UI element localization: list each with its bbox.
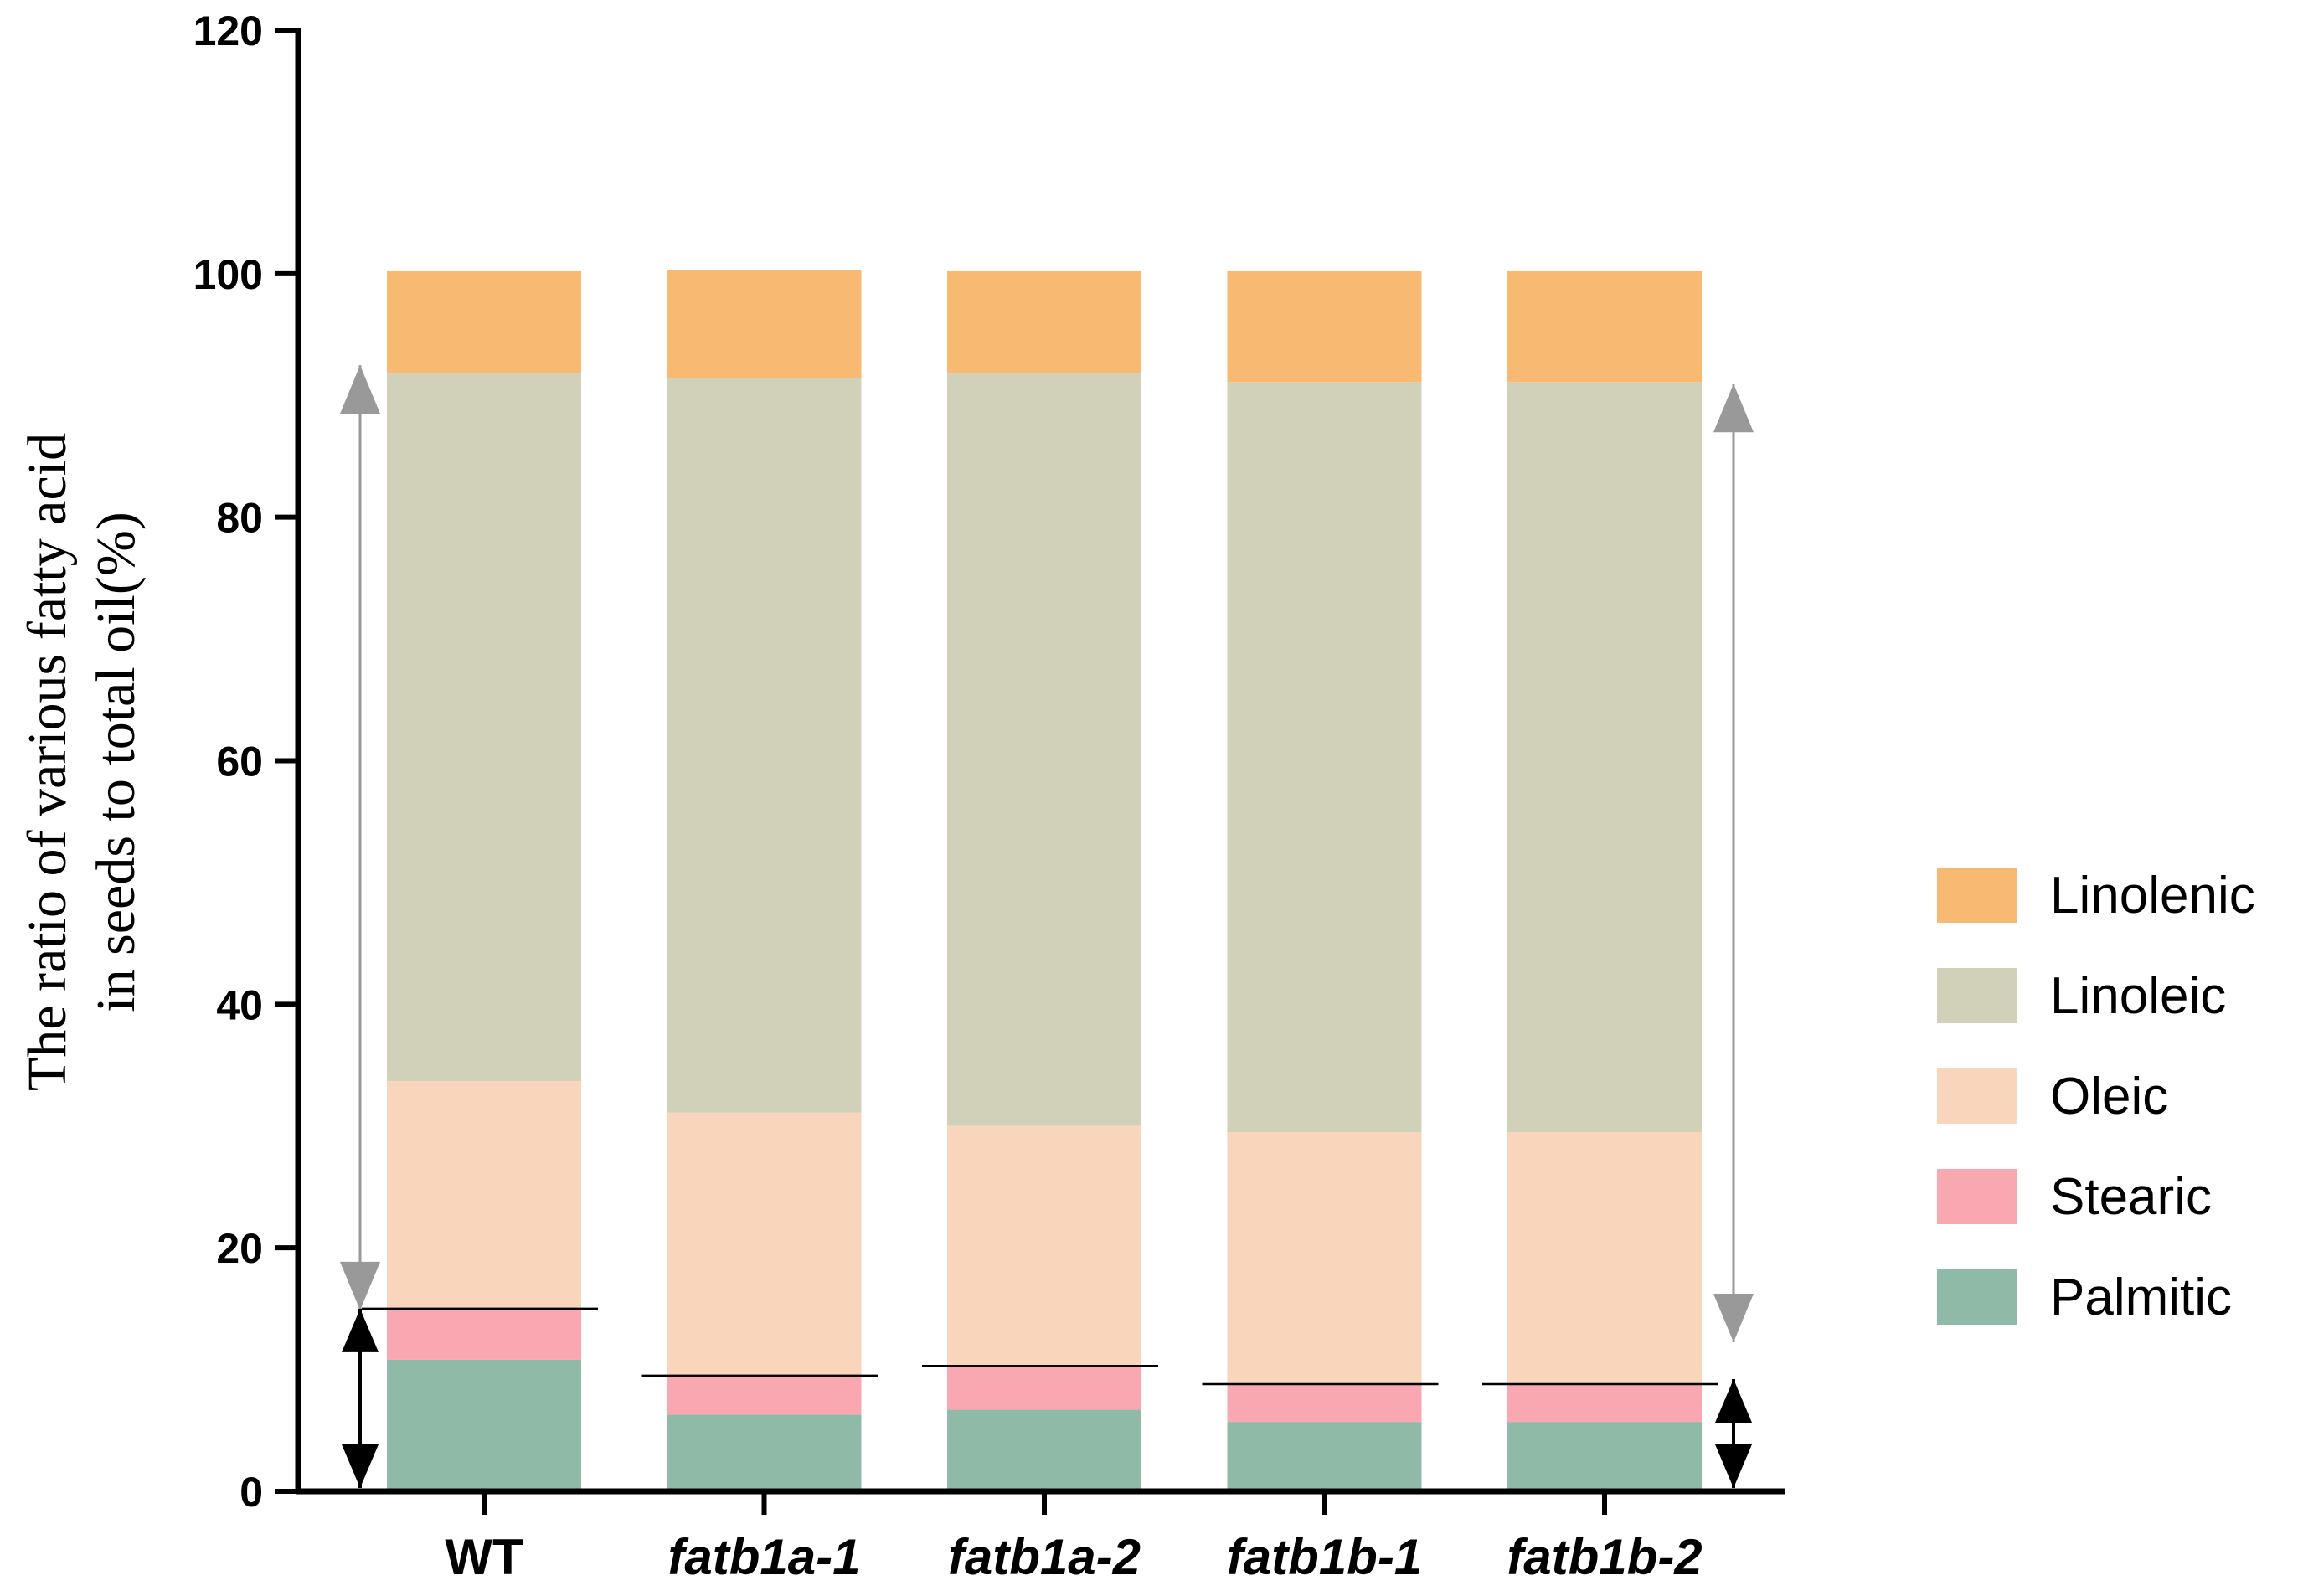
legend-label-linolenic: Linolenic: [2050, 867, 2255, 924]
fatb1b-2-unsaturated-range-arrow-head-up: [1713, 384, 1754, 433]
x-tick-label-fatb1a-2: fatb1a-2: [948, 1529, 1141, 1585]
fatb1b-2-saturated-range-arrow-head-down: [1715, 1444, 1752, 1488]
wt-unsaturated-range-arrow-head-down: [340, 1261, 380, 1310]
y-tick-label-20: 20: [216, 1225, 263, 1272]
bar-segment-linolenic-WT: [387, 270, 581, 374]
bar-segment-linolenic-fatb1b-1: [1227, 270, 1422, 383]
wt-saturated-range-arrow-head-up: [342, 1308, 379, 1352]
y-axis-label-line-1: The ratio of various fatty acid: [17, 433, 78, 1091]
x-tick-label-WT: WT: [445, 1529, 523, 1585]
x-tick-label-fatb1b-1: fatb1b-1: [1227, 1529, 1422, 1585]
x-tick-label-fatb1a-1: fatb1a-1: [667, 1529, 860, 1585]
legend-label-palmitic: Palmitic: [2050, 1269, 2232, 1326]
bar-segment-stearic-fatb1b-2: [1507, 1384, 1702, 1423]
bar-segment-oleic-WT: [387, 1080, 581, 1309]
bar-segment-stearic-fatb1a-1: [667, 1375, 862, 1415]
legend-label-oleic: Oleic: [2050, 1068, 2168, 1125]
bars-layer: [387, 270, 1702, 1491]
legend-label-linoleic: Linoleic: [2050, 967, 2226, 1025]
bar-segment-palmitic-fatb1b-1: [1227, 1422, 1422, 1491]
y-tick-label-0: 0: [240, 1469, 263, 1516]
bar-segment-linolenic-fatb1a-2: [947, 270, 1141, 374]
fatb1b-2-saturated-range-arrow-head-up: [1715, 1379, 1752, 1424]
wt-saturated-range-arrow-head-down: [342, 1444, 379, 1488]
bar-segment-stearic-fatb1a-2: [947, 1366, 1141, 1410]
bar-segment-linoleic-fatb1a-2: [947, 373, 1141, 1126]
bar-segment-oleic-fatb1a-2: [947, 1125, 1141, 1367]
bar-segment-linoleic-fatb1b-2: [1507, 382, 1702, 1133]
fatb1b-2-unsaturated-range-arrow-head-down: [1713, 1294, 1754, 1343]
bar-segment-linoleic-fatb1b-1: [1227, 382, 1422, 1133]
legend-swatch-linolenic: [1937, 868, 2017, 923]
legend: Linolenic Linoleic Oleic Stearic Palmitic: [1937, 867, 2255, 1326]
y-axis-label: The ratio of various fatty acid in seeds …: [17, 433, 147, 1091]
separator-lines: [362, 1307, 1718, 1386]
bar-segment-oleic-fatb1a-1: [667, 1112, 862, 1376]
legend-swatch-palmitic: [1937, 1269, 2017, 1325]
range-arrows: [340, 365, 1754, 1488]
bar-segment-palmitic-fatb1a-2: [947, 1409, 1141, 1491]
legend-swatch-oleic: [1937, 1068, 2017, 1124]
bar-segment-oleic-fatb1b-2: [1507, 1132, 1702, 1385]
bar-segment-stearic-fatb1b-1: [1227, 1384, 1422, 1423]
bar-segment-palmitic-fatb1a-1: [667, 1414, 862, 1491]
y-tick-label-100: 100: [193, 251, 263, 298]
y-axis-label-line-2: in seeds to total oil(%): [85, 512, 147, 1012]
legend-swatch-linoleic: [1937, 968, 2017, 1023]
y-tick-label-120: 120: [193, 8, 263, 54]
bar-segment-oleic-fatb1b-1: [1227, 1132, 1422, 1385]
wt-unsaturated-range-arrow-head-up: [340, 365, 380, 414]
bar-segment-linoleic-fatb1a-1: [667, 378, 862, 1113]
bar-segment-linolenic-fatb1b-2: [1507, 270, 1702, 383]
bar-segment-palmitic-fatb1b-2: [1507, 1422, 1702, 1491]
y-tick-label-40: 40: [216, 981, 263, 1028]
y-tick-label-80: 80: [216, 495, 263, 542]
axes: WT fatb1a-1 fatb1a-2 fatb1b-1 fatb1b-2 0 20 40 6…: [193, 8, 1785, 1585]
x-tick-label-fatb1b-2: fatb1b-2: [1507, 1529, 1702, 1585]
legend-swatch-stearic: [1937, 1169, 2017, 1224]
bar-segment-palmitic-WT: [387, 1359, 581, 1491]
bar-segment-stearic-WT: [387, 1308, 581, 1360]
y-tick-label-60: 60: [216, 739, 263, 785]
bar-segment-linoleic-WT: [387, 373, 581, 1081]
legend-label-stearic: Stearic: [2050, 1168, 2212, 1226]
bar-segment-linolenic-fatb1a-1: [667, 270, 862, 378]
